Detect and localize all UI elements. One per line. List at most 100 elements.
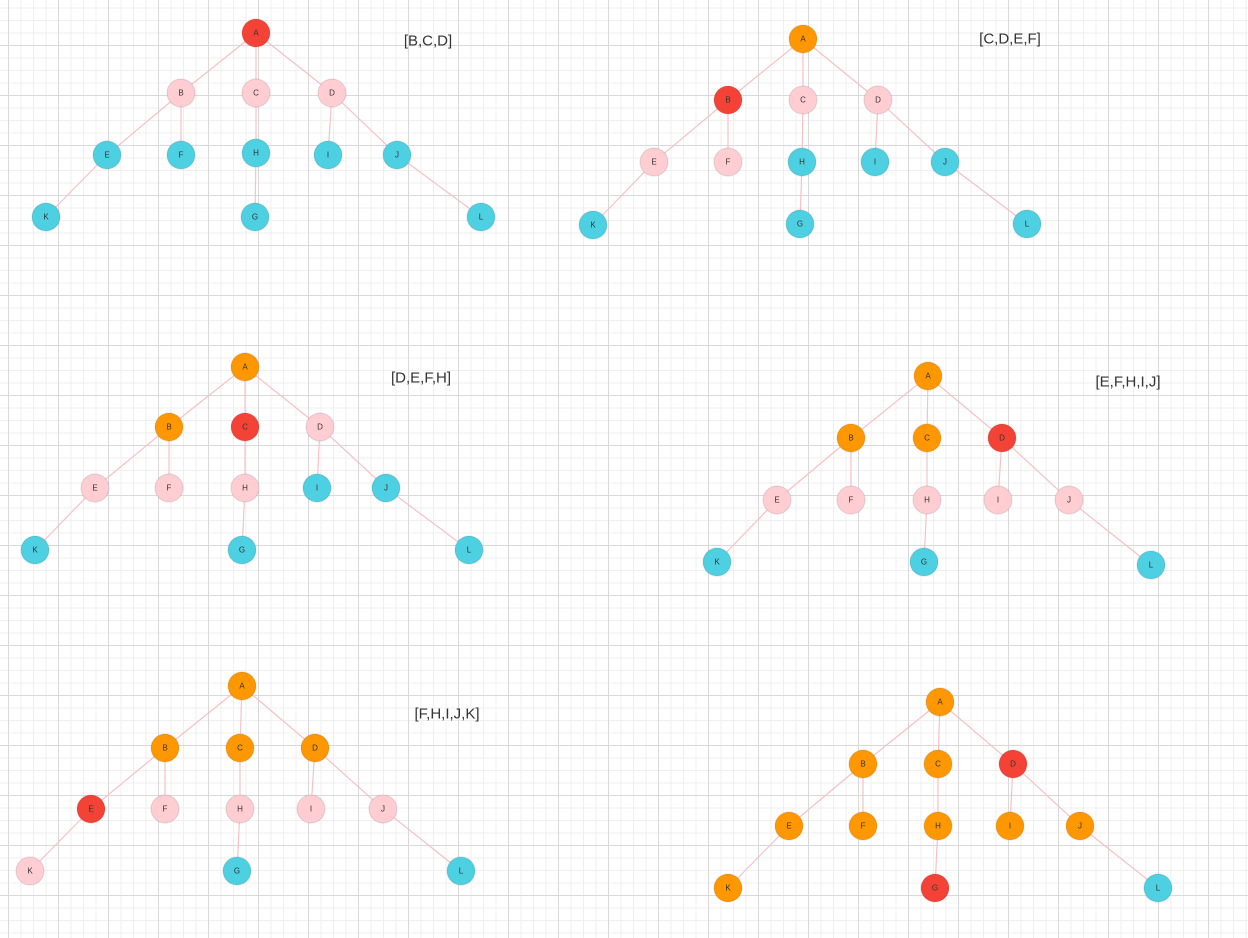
edge-E-K [727,825,790,889]
edge-E-K [592,161,655,226]
node-D: D [998,749,1028,779]
node-label-L: L [459,867,464,876]
edge-B-E [776,437,852,501]
node-circle-E [92,140,122,170]
node-I: I [995,811,1025,841]
queue-label-1: [B,C,D] [403,32,453,50]
node-circle-K [20,535,50,565]
node-circle-I [860,147,890,177]
node-label-J: J [1078,822,1082,831]
node-circle-C [912,423,942,453]
node-label-I: I [1009,822,1011,831]
node-A: A [227,671,257,701]
node-label-H: H [799,158,805,167]
node-J: J [368,794,398,824]
node-B: B [848,749,878,779]
node-label-I: I [874,158,876,167]
edge-A-B [850,375,929,439]
node-C: C [225,733,255,763]
node-circle-J [368,794,398,824]
edge-D-J [331,92,398,156]
node-K: K [713,873,743,903]
node-D: D [300,733,330,763]
node-circle-H [912,485,942,515]
node-C: C [912,423,942,453]
node-label-H: H [242,484,248,493]
node-label-F: F [726,158,731,167]
edge-A-B [168,366,246,428]
edge-B-E [788,763,864,827]
node-I: I [302,473,332,503]
node-label-J: J [1067,496,1071,505]
edge-E-K [29,808,92,872]
node-B: B [154,412,184,442]
queue-label-5: [F,H,I,J,K] [414,705,480,723]
node-circle-F [166,140,196,170]
node-H: H [225,794,255,824]
node-circle-E [762,485,792,515]
node-circle-K [15,856,45,886]
node-circle-A [788,24,818,54]
node-label-C: C [253,89,259,98]
node-circle-H [230,473,260,503]
node-label-B: B [162,744,167,753]
node-L: L [1012,209,1042,239]
node-E: E [92,140,122,170]
node-label-B: B [848,434,853,443]
node-label-C: C [237,744,243,753]
node-circle-K [31,202,61,232]
edge-A-D [939,701,1014,765]
node-J: J [930,147,960,177]
node-G: G [920,873,950,903]
node-circle-J [1065,811,1095,841]
node-label-L: L [479,213,484,222]
bfs-tree-panel-3: A B C D E F H I J K G L [20,352,484,565]
edge-J-L [385,487,470,551]
edge-B-E [90,747,166,810]
node-label-I: I [316,484,318,493]
node-J: J [1065,811,1095,841]
edge-A-B [164,685,243,749]
node-circle-D [317,78,347,108]
node-E: E [76,794,106,824]
node-label-E: E [774,496,779,505]
node-label-J: J [395,151,399,160]
node-F: F [154,473,184,503]
node-circle-G [240,202,270,232]
node-H: H [923,811,953,841]
node-C: C [923,749,953,779]
node-label-F: F [163,805,168,814]
node-label-K: K [590,221,596,230]
node-circle-C [241,78,271,108]
node-A: A [913,361,943,391]
node-A: A [788,24,818,54]
edge-J-L [396,154,482,218]
bfs-tree-panel-4: A B C D E F H I J K G L [702,361,1166,580]
node-circle-L [466,202,496,232]
node-circle-I [296,794,326,824]
node-K: K [15,856,45,886]
node-I: I [313,140,343,170]
node-C: C [788,85,818,115]
node-label-B: B [860,760,865,769]
node-circle-L [1143,873,1173,903]
node-B: B [713,85,743,115]
node-circle-H [241,138,271,168]
node-E: E [80,473,110,503]
node-label-D: D [317,423,323,432]
node-circle-J [382,140,412,170]
node-circle-H [923,811,953,841]
node-circle-E [774,811,804,841]
node-label-C: C [924,434,930,443]
node-circle-D [300,733,330,763]
node-D: D [987,423,1017,453]
node-label-A: A [242,363,248,372]
node-circle-A [241,18,271,48]
node-I: I [983,485,1013,515]
node-circle-F [150,794,180,824]
node-circle-A [230,352,260,382]
node-circle-G [909,547,939,577]
edge-D-J [1001,437,1070,501]
node-circle-H [787,147,817,177]
